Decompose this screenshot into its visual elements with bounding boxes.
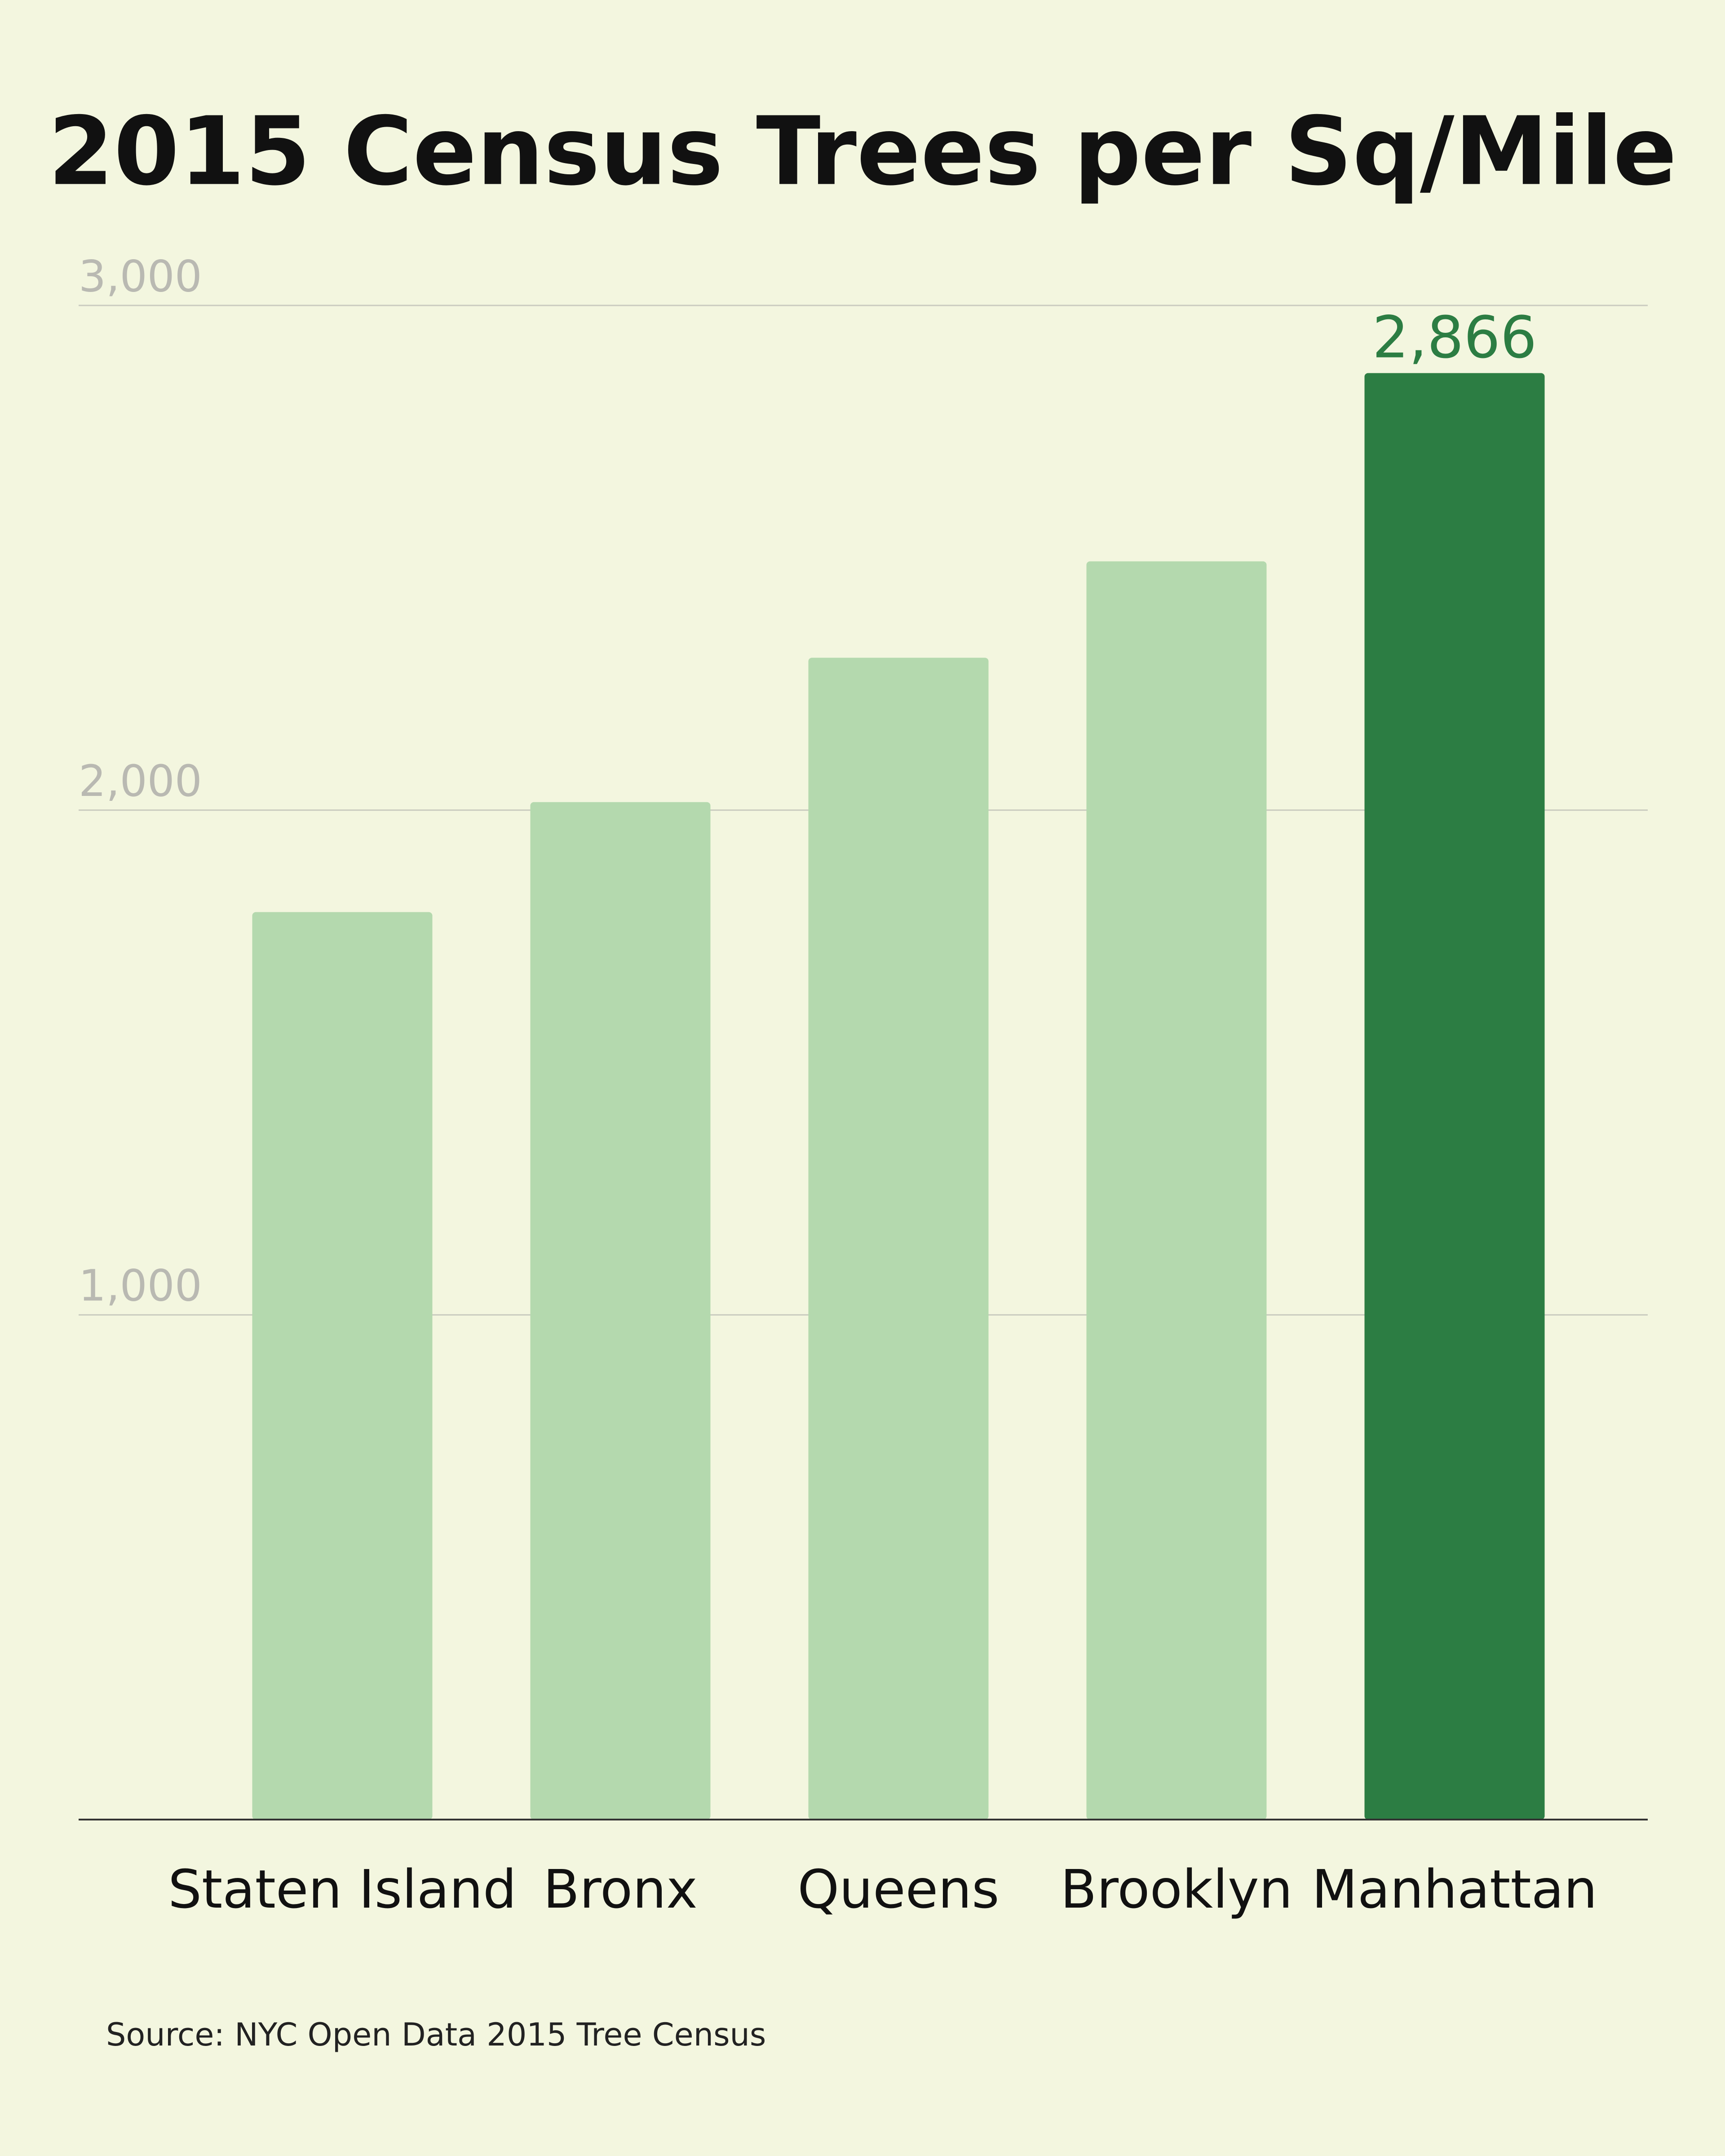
bar [252,912,433,1820]
chart-title: 2015 Census Trees per Sq/Mile [48,97,1677,207]
y-tick-label: 3,000 [79,251,202,301]
x-tick-label: Staten Island [168,1858,517,1920]
y-tick-label: 2,000 [79,756,202,806]
bar [808,658,989,1820]
x-tick-label: Queens [797,1858,999,1920]
y-tick-label: 1,000 [79,1261,202,1311]
x-tick-label: Brooklyn [1061,1858,1293,1920]
x-tick-label: Manhattan [1312,1858,1597,1920]
bar [1364,373,1545,1820]
x-tick-label: Bronx [543,1858,698,1920]
bar [530,802,711,1820]
bar [1086,561,1267,1820]
source-note: Source: NYC Open Data 2015 Tree Census [106,2016,766,2053]
value-label: 2,866 [1372,305,1537,371]
